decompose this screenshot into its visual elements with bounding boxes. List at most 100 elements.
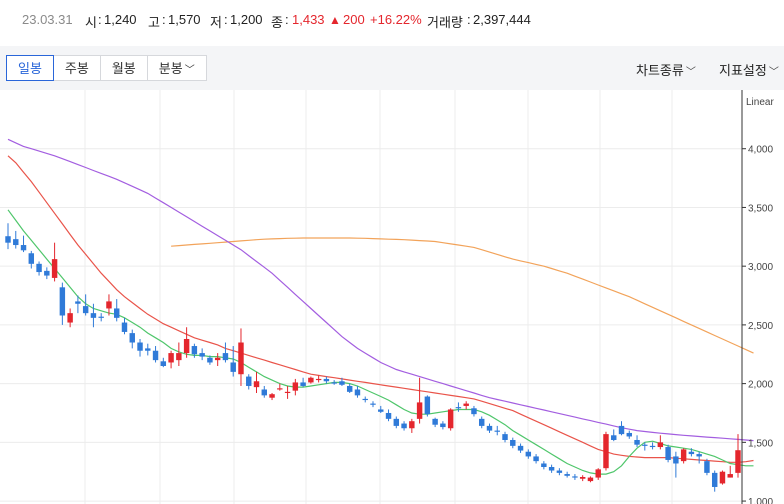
candle	[556, 468, 563, 476]
candle	[525, 449, 532, 459]
candle	[230, 346, 236, 377]
tab-monthly[interactable]: 월봉	[100, 55, 148, 81]
candle	[626, 430, 632, 439]
candle-body	[642, 444, 648, 446]
candle-body	[269, 394, 275, 398]
tab-weekly[interactable]: 주봉	[53, 55, 101, 81]
candle	[323, 376, 330, 384]
candle	[269, 393, 275, 401]
candle	[533, 454, 539, 464]
volume-label: 거래량	[427, 15, 463, 30]
chart-type-button[interactable]: 차트종류 ﹀	[636, 63, 696, 78]
indicator-settings-button[interactable]: 지표설정 ﹀	[719, 63, 779, 78]
candle	[642, 442, 648, 451]
candle-body	[354, 389, 361, 396]
candle	[300, 377, 306, 388]
candle	[222, 342, 229, 363]
candle	[277, 383, 283, 391]
ma120-line	[171, 237, 754, 354]
candle	[370, 401, 376, 408]
candle	[191, 343, 198, 358]
candle-body	[517, 445, 524, 451]
chevron-down-icon: ﹀	[184, 65, 195, 76]
candle-body	[207, 357, 213, 363]
candle-body	[20, 245, 27, 251]
candle-body	[199, 353, 205, 357]
candle	[486, 423, 493, 433]
ma20-line	[7, 155, 754, 463]
candlesticks	[5, 223, 741, 492]
candle-body	[409, 421, 415, 429]
candle	[339, 377, 345, 386]
candle	[657, 435, 664, 450]
candle-body	[28, 253, 35, 264]
candle	[649, 442, 656, 450]
candle-body	[308, 377, 314, 383]
chart-toolbar: 일봉 주봉 월봉 분봉 ﹀ 차트종류 ﹀ 지표설정 ﹀	[0, 46, 784, 90]
candle	[719, 470, 726, 485]
candle	[82, 294, 89, 316]
tab-minute[interactable]: 분봉 ﹀	[147, 55, 207, 81]
candle-body	[75, 301, 81, 304]
chart-grid	[0, 90, 742, 504]
open-value: 1,240	[104, 12, 137, 27]
candle-body	[292, 382, 299, 391]
candle-body	[214, 357, 221, 361]
candle	[98, 313, 104, 322]
candle-body	[502, 434, 508, 440]
candle	[75, 295, 81, 314]
quote-summary-bar: 23.03.31 시 : 1,240 고 : 1,570 저 : 1,200 종…	[22, 12, 531, 30]
candle-body	[253, 381, 260, 388]
low-value: 1,200	[230, 12, 263, 27]
candle	[494, 425, 500, 436]
candle-body	[626, 432, 632, 437]
candle-body	[564, 474, 570, 476]
candle-body	[533, 456, 539, 462]
candle	[665, 444, 671, 463]
candle	[253, 371, 260, 394]
candle	[541, 461, 547, 470]
scale-label: Linear	[746, 97, 774, 108]
candle-body	[494, 430, 500, 432]
candle-body	[300, 382, 306, 386]
candle-body	[129, 333, 135, 343]
candle	[145, 343, 151, 356]
candle-body	[486, 425, 493, 431]
candle-body	[525, 451, 532, 457]
close-value: 1,433	[292, 12, 325, 27]
candle-body	[168, 353, 174, 363]
candle-body	[152, 350, 159, 361]
candle	[416, 377, 423, 424]
candle	[696, 451, 702, 464]
candle	[611, 429, 617, 442]
candle-body	[711, 472, 718, 487]
y-axis-ticks: 1,000 1,500 2,000 2,500 3,000 3,500 4,000	[742, 145, 773, 504]
tab-daily[interactable]: 일봉	[6, 55, 54, 81]
candle	[502, 431, 508, 443]
candle-body	[5, 236, 11, 243]
candle	[455, 402, 462, 412]
chevron-down-icon: ﹀	[768, 67, 779, 78]
candle	[711, 470, 718, 492]
candle-body	[688, 451, 695, 455]
candle-body	[611, 435, 617, 440]
price-chart[interactable]: Linear 1,000 1,500 2,000 2,500 3,000 3,500 4,0…	[0, 90, 784, 504]
candle-body	[579, 476, 586, 479]
candle-body	[183, 338, 190, 354]
change-percent: +16.22%	[370, 12, 422, 27]
chevron-down-icon: ﹀	[685, 67, 696, 78]
candle-body	[447, 409, 454, 429]
candle	[510, 437, 516, 449]
candle	[548, 464, 555, 473]
candle-body	[719, 471, 726, 484]
candle	[292, 378, 299, 396]
candle	[354, 385, 361, 398]
candle-body	[680, 449, 687, 462]
candle	[362, 396, 368, 403]
candle	[114, 299, 120, 322]
ma60-line	[7, 138, 754, 442]
candle	[238, 328, 244, 386]
volume-value: 2,397,444	[473, 12, 531, 27]
candle-body	[393, 418, 400, 426]
candle-body	[114, 308, 120, 318]
